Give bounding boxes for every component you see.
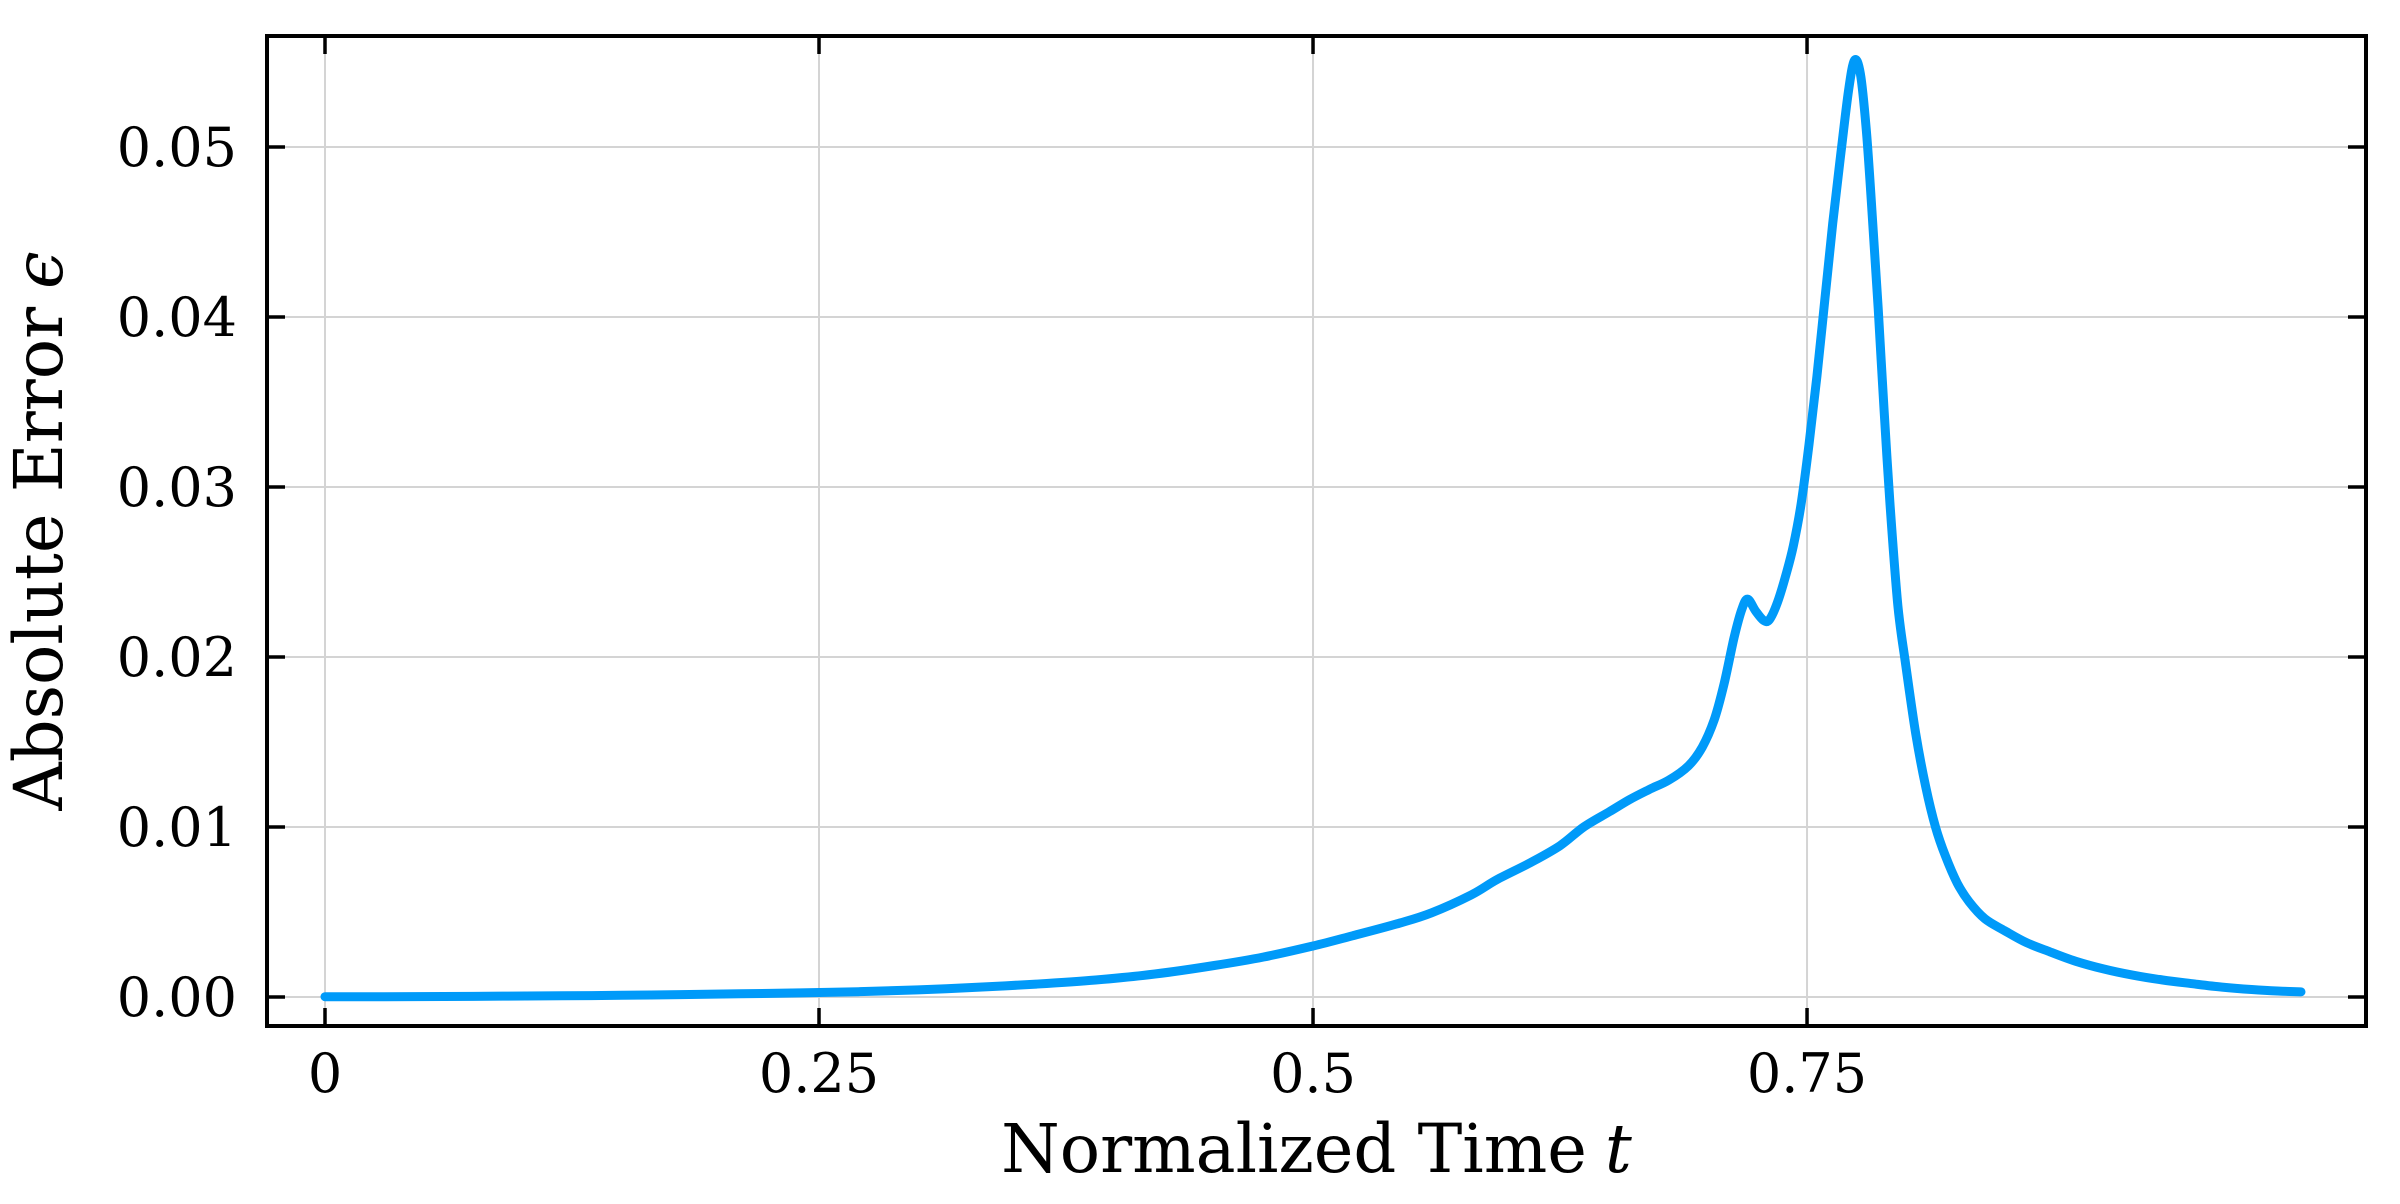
y-tick-label: 0.00 [117, 966, 237, 1029]
y-axis-label-variable: ϵ [0, 251, 78, 289]
x-axis-label: Normalized Time t [1001, 1110, 1633, 1188]
error-curve-line [320, 55, 2306, 1002]
x-axis-label-variable: t [1605, 1110, 1633, 1188]
axis-ticks [267, 36, 2366, 1026]
x-tick-label: 0.75 [1747, 1042, 1867, 1105]
x-tick-labels: 0 0.25 0.5 0.75 [308, 1042, 1867, 1105]
y-axis-label-text: Absolute Error [0, 306, 78, 812]
plot-border [265, 34, 2368, 1028]
x-tick-label: 0.25 [759, 1042, 879, 1105]
x-axis-label-text: Normalized Time [1001, 1110, 1587, 1188]
x-tick-label: 0 [308, 1042, 342, 1105]
y-axis-label: Absolute Error ϵ [0, 251, 78, 811]
y-tick-label: 0.01 [117, 796, 237, 859]
y-tick-label: 0.04 [117, 286, 237, 349]
y-tick-label: 0.05 [117, 116, 237, 179]
gridlines [267, 36, 2366, 1026]
y-tick-label: 0.02 [117, 626, 237, 689]
y-tick-label: 0.03 [117, 456, 237, 519]
x-tick-label: 0.5 [1270, 1042, 1356, 1105]
y-tick-labels: 0.00 0.01 0.02 0.03 0.04 0.05 [117, 116, 237, 1029]
